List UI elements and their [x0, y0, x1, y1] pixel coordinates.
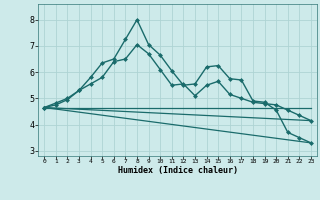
X-axis label: Humidex (Indice chaleur): Humidex (Indice chaleur): [118, 166, 238, 175]
